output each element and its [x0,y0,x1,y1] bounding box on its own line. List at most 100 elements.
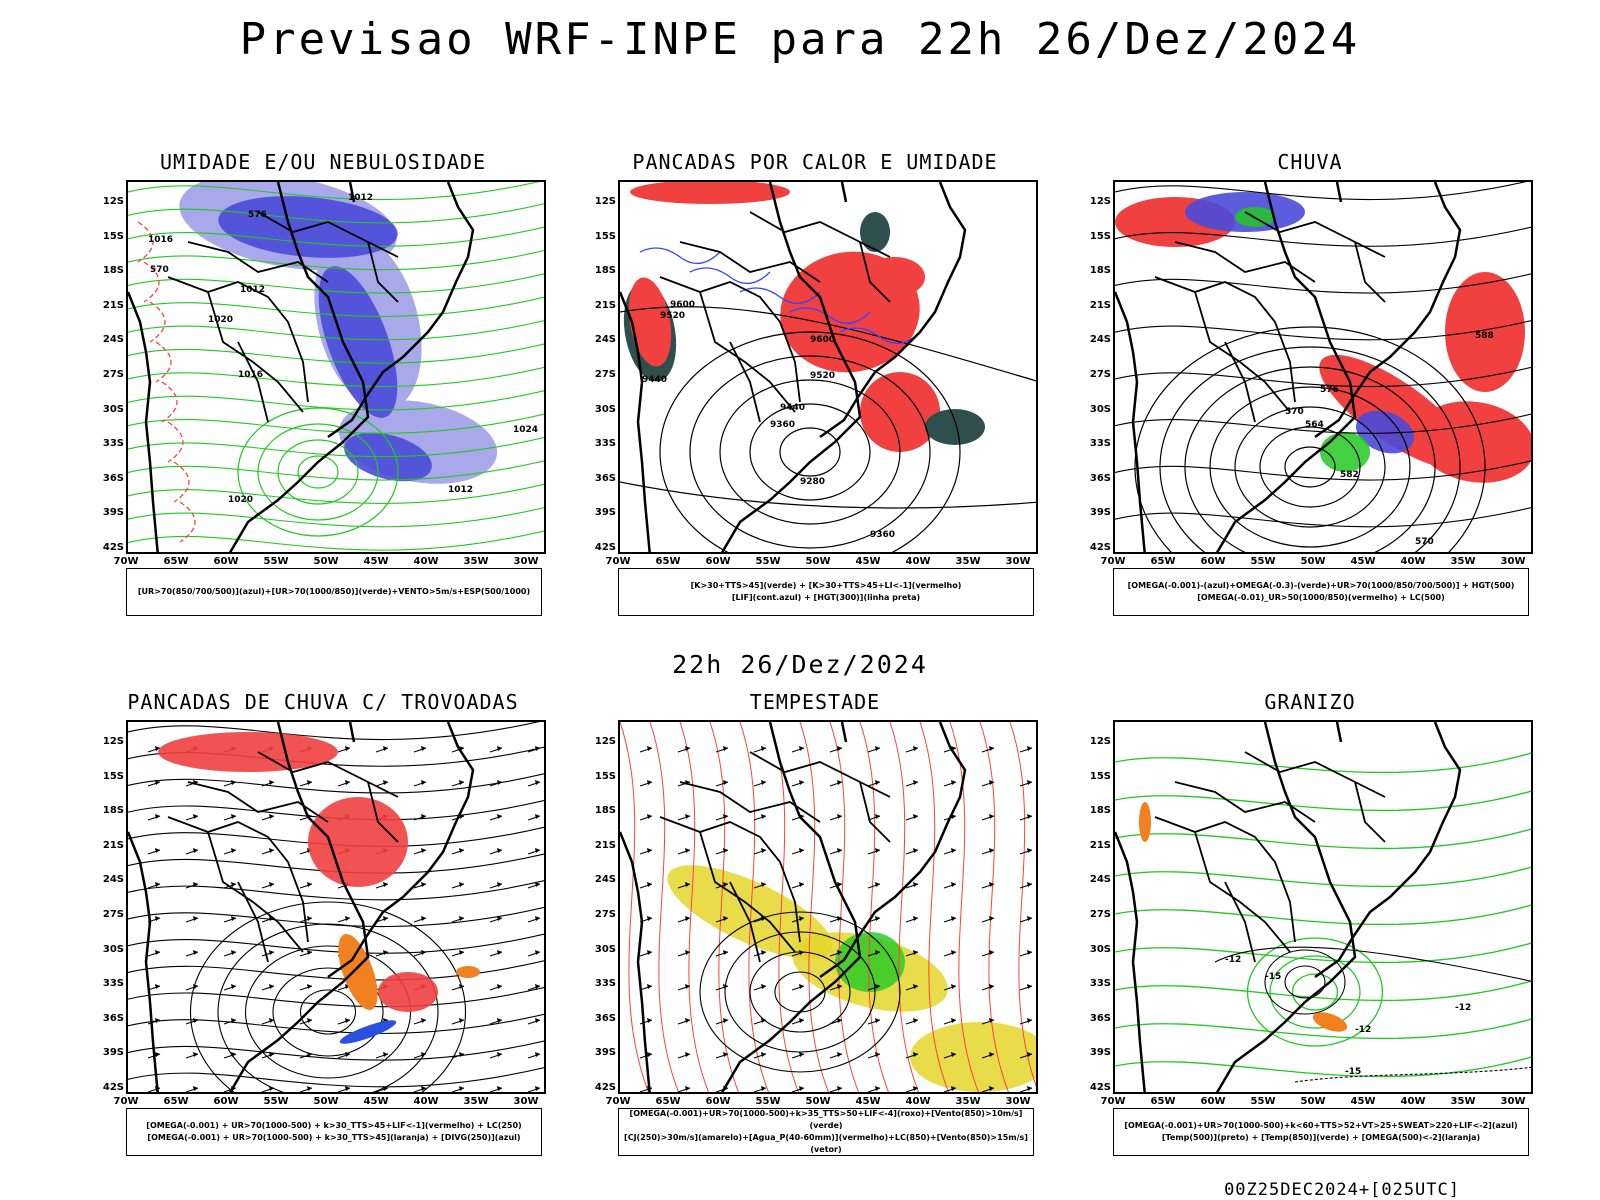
red-convection [630,182,790,204]
hgt500-contour [1115,413,1531,434]
streamline-arrow [413,1086,427,1092]
contour-label: 9440 [642,375,667,385]
wind-vector [677,1086,691,1092]
wind-vector [639,984,653,991]
lon-tick-label: 30W [513,1096,539,1107]
contour-label: 9600 [670,300,695,310]
green-cyclone [237,407,399,537]
thickness-red-dashed [137,221,154,263]
wind-vector [715,780,729,787]
wind-vector [829,1018,843,1025]
lat-tick-label: 27S [1089,909,1111,920]
wind-vector [753,984,767,991]
wind-vector [677,984,691,991]
hgt300-contour [749,403,871,501]
wind-green-line [128,413,544,434]
lon-tick-label: 45W [855,556,881,567]
lat-tick-label: 27S [102,369,124,380]
divergence-blue [339,1020,397,1044]
coastline [1215,182,1462,552]
wind-vector [791,882,805,889]
streamline-arrow [223,950,237,957]
lat-tick-label: 24S [1089,874,1111,886]
lat-tick-label: 36S [594,1012,616,1024]
lat-tick-label: 15S [102,770,124,782]
wind-vector [791,848,805,855]
wind-green-line [128,366,544,388]
lon-tick-label: 45W [1350,556,1376,567]
wind-green-line [128,507,544,528]
rain-red [1415,401,1531,483]
temp850-green [1115,1056,1531,1078]
lat-tick-label: 21S [594,299,616,311]
wind-vector [1019,1052,1033,1059]
streamline [128,773,544,794]
lon-tick-label: 70W [605,556,631,567]
wind-vector [1019,1086,1033,1092]
temp850-green [1115,790,1531,812]
wind-vector [829,950,843,957]
streamline-arrow [261,1086,275,1092]
streamline-arrow [527,746,541,753]
wind-vector [639,848,653,855]
wind-vector [791,1086,805,1092]
lon-tick-label: 55W [755,1096,781,1107]
contour-label: 1012 [348,193,373,203]
west-coastline [128,831,159,1092]
wind-vector [829,780,843,787]
wind-vector [677,1018,691,1025]
streamline-arrow [489,780,503,787]
wind-vector [791,984,805,991]
wind-vector [1019,916,1033,923]
lat-tick-label: 27S [1089,369,1111,380]
wind-vector [753,882,767,889]
wind-vector [943,1052,957,1059]
streamline [128,933,544,954]
lc850-red-line [979,722,1010,1092]
temp850-green [1115,942,1531,964]
lon-tick-label: 70W [113,556,139,567]
coastline [228,182,475,552]
lon-tick-label: 55W [755,556,781,567]
legend-box: [OMEGA(-0.001) + UR>70(1000-500) + k>30_… [126,1108,542,1156]
legend-line: [OMEGA(-0.001) + UR>70(1000-500) + k>30_… [146,1121,522,1130]
map-panel-6: GRANIZO -12 -15 -12 -12 -15 12S 15S 18S 21S 24S 27S… [1085,690,1555,1170]
contour-label: 570 [150,265,169,275]
lon-tick-label: 55W [263,1096,289,1107]
map-panel-1: UMIDADE E/OU NEBULOSIDADE 1012 1012 1016 102… [98,150,568,630]
contour-label: 1020 [208,315,233,325]
contour-label: 588 [1475,331,1494,341]
temp500-black [1264,949,1346,1015]
streamline-arrow [527,1052,541,1059]
streamline-arrow [413,848,427,855]
wind-vector [677,848,691,855]
wind-vector [639,882,653,889]
rain-green [1320,432,1370,472]
thickness-red-dashed [179,501,196,543]
lat-tick-label: 33S [102,438,124,450]
streamline-arrow [375,950,389,957]
lat-tick-label: 21S [594,839,616,851]
legend-line: [OMEGA(-0.001)-(azul)+OMEGA(-0.3)-(verde… [1127,581,1515,590]
lat-tick-label: 12S [1089,736,1111,747]
streamline-arrow [451,1086,465,1092]
coastline [720,182,967,552]
lon-tick-label: 60W [1200,1096,1226,1107]
streamline-arrow [147,746,161,753]
contour-label: 9520 [810,371,835,381]
wind-vector [791,746,805,753]
lon-tick-label: 60W [705,556,731,567]
wind-green-line [128,226,544,247]
wind-vector [1019,950,1033,957]
contour-label: 564 [1305,420,1324,430]
contour-label: 570 [1285,407,1304,417]
lon-tick-label: 50W [313,1096,339,1107]
wind-vector [943,950,957,957]
streamline [128,906,544,928]
lat-tick-label: 30S [594,403,616,415]
streamline [244,945,412,1079]
lon-tick-label: 30W [513,556,539,567]
streamline-arrow [147,882,161,889]
streamline-arrow [451,780,465,787]
lon-tick-label: 30W [1005,556,1031,567]
